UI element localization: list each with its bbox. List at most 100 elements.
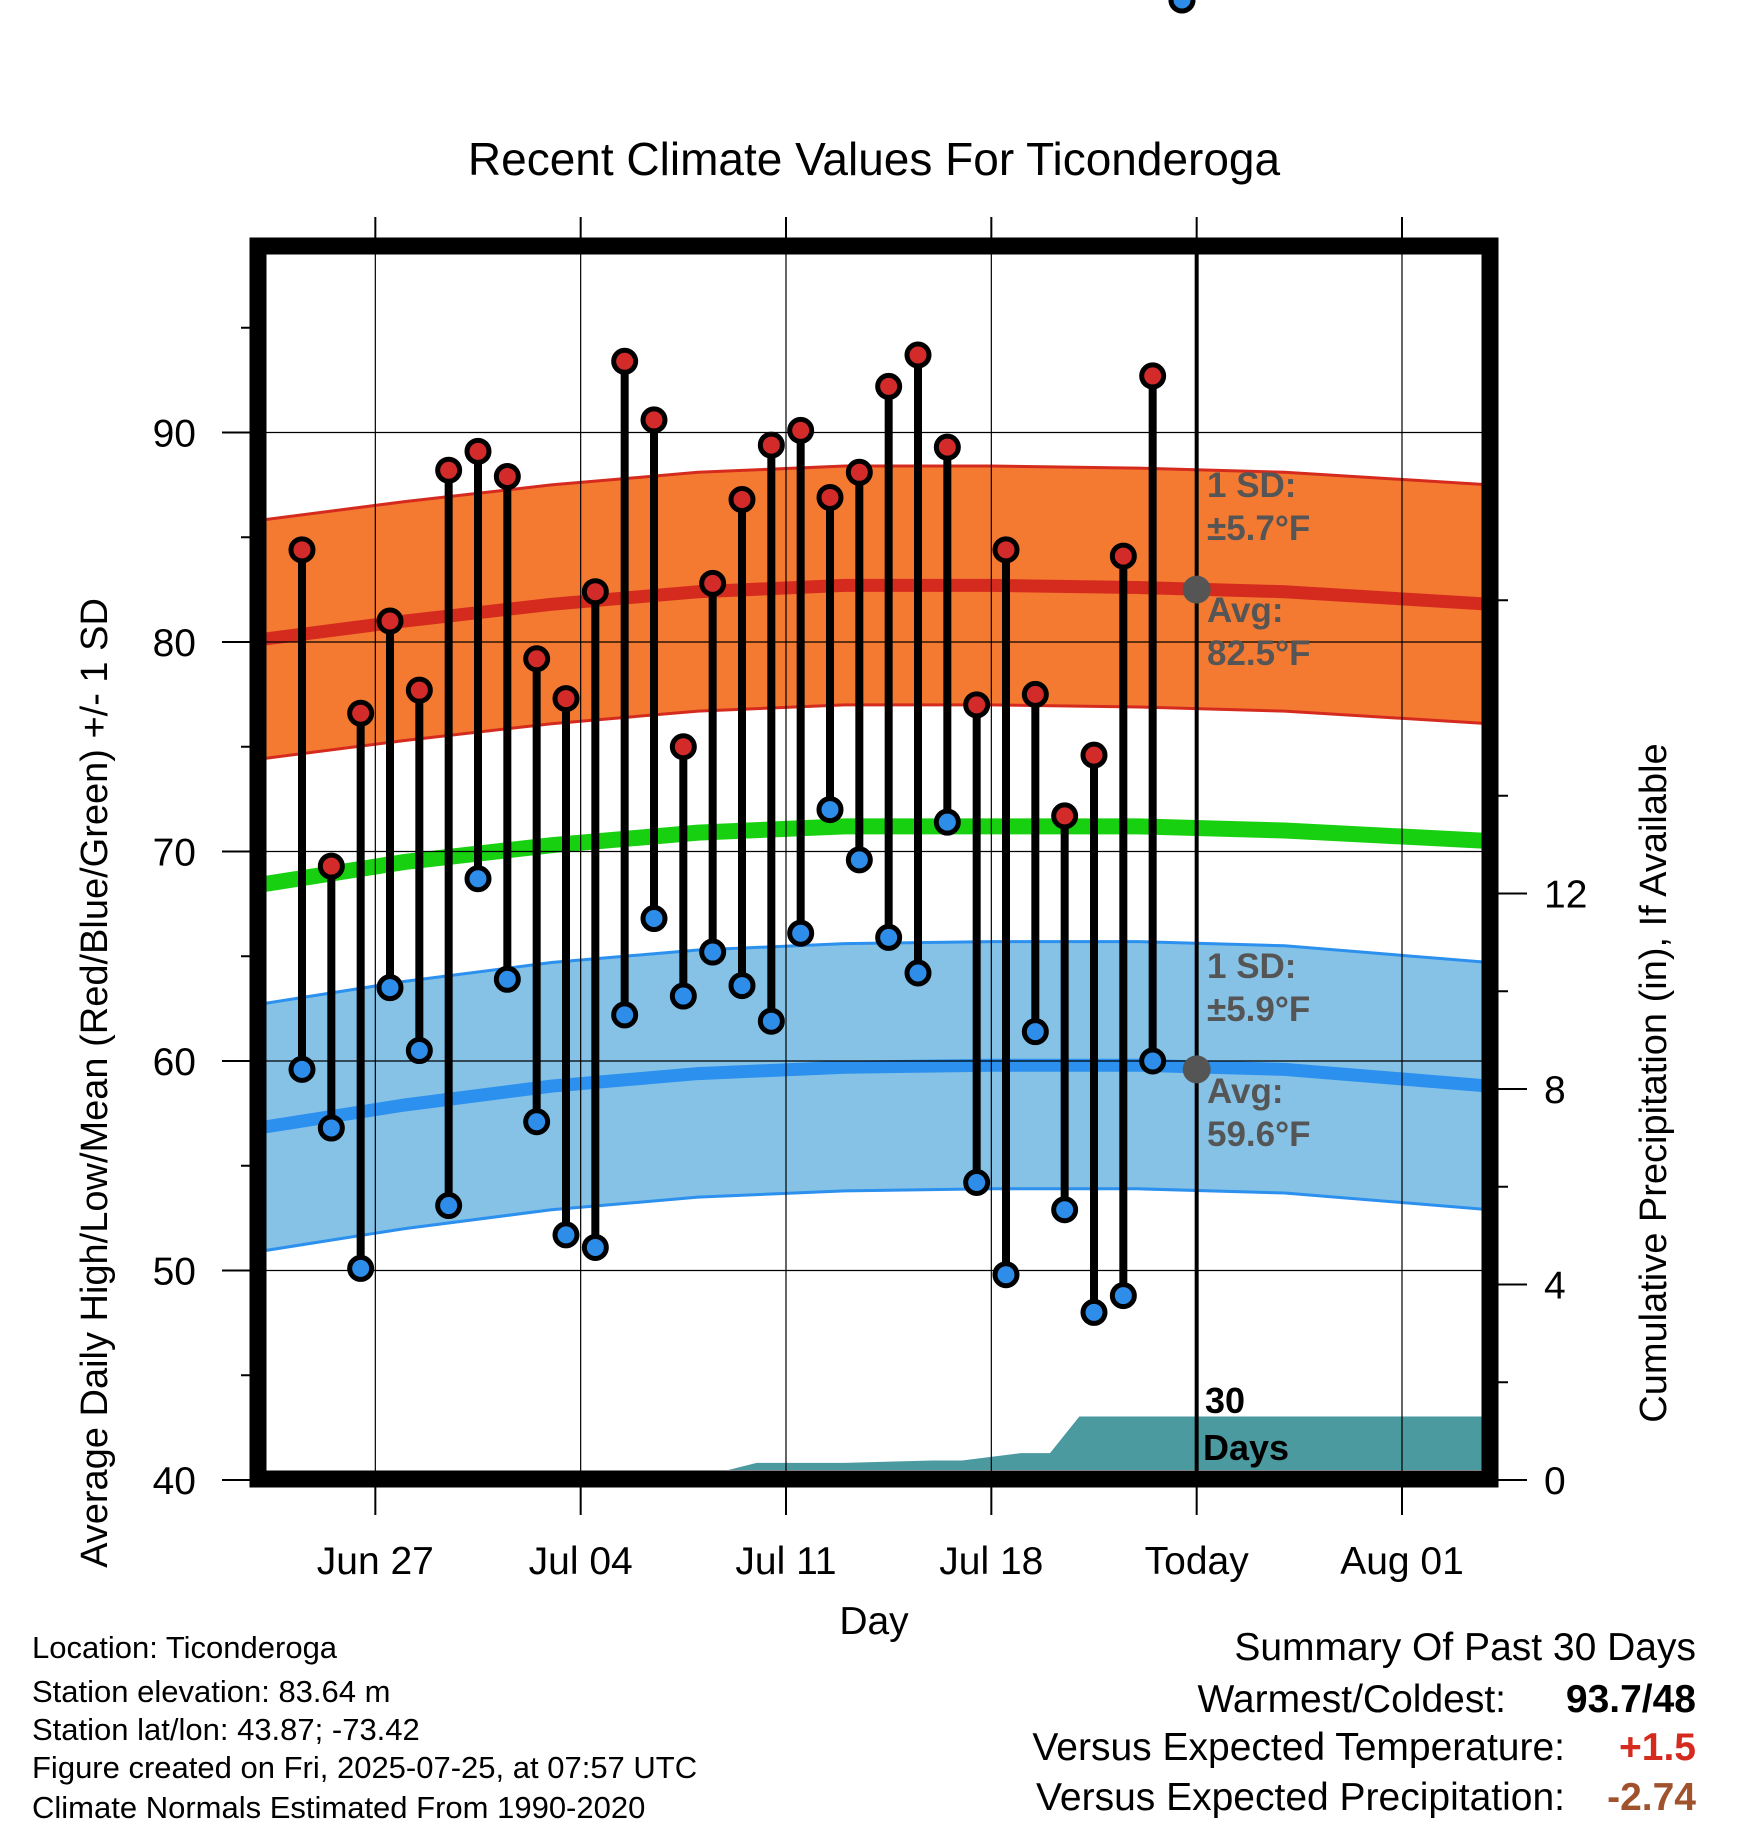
- high-point: [1051, 802, 1079, 830]
- y2-tick-label: 0: [1544, 1460, 1566, 1503]
- high-point: [1109, 542, 1137, 570]
- y2-tick-label: 4: [1544, 1265, 1566, 1308]
- x-tick-label: Jul 18: [939, 1540, 1043, 1583]
- axes: 40 50 60 70 80 90 0 4 8 12 Jun 27 Jul 04 Jul 11 Jul 1…: [153, 217, 1587, 1583]
- low-point: [640, 905, 668, 933]
- summary-warmest-value: 93.7/48: [1565, 1678, 1696, 1721]
- high-point: [1080, 741, 1108, 769]
- low-point: [933, 808, 961, 836]
- summary-temp-label: Versus Expected Temperature:: [1032, 1726, 1565, 1769]
- low-point: [1109, 1282, 1137, 1310]
- y-tick-label: 60: [153, 1041, 196, 1084]
- avg-mean-line: [265, 818, 1482, 893]
- summary-warmest-label: Warmest/Coldest:: [1197, 1678, 1506, 1721]
- low-point: [1168, 0, 1196, 14]
- low-point: [552, 1221, 580, 1249]
- x-tick-label: Jul 11: [735, 1540, 836, 1583]
- summary-title: Summary Of Past 30 Days: [1234, 1626, 1696, 1669]
- plot-area: [265, 464, 1482, 1470]
- y2-tick-label: 8: [1544, 1069, 1566, 1112]
- low-point: [1139, 1047, 1167, 1075]
- low-point: [699, 938, 727, 966]
- y-axis-label: Average Daily High/Low/Mean (Red/Blue/Gr…: [74, 598, 116, 1568]
- high-point: [992, 536, 1020, 564]
- high-sd-band: [265, 466, 1482, 759]
- low-point: [875, 923, 903, 951]
- low-point: [904, 959, 932, 987]
- y-tick-label: 70: [153, 832, 196, 875]
- low-point: [347, 1254, 375, 1282]
- low-point: [1051, 1196, 1079, 1224]
- low-sd-band-upper-edge: [265, 940, 1482, 1005]
- low-point: [405, 1037, 433, 1065]
- high-point: [347, 699, 375, 727]
- low-point: [581, 1233, 609, 1261]
- low-point: [992, 1261, 1020, 1289]
- x-tick-label: Jul 04: [529, 1540, 633, 1583]
- low-avg-annotation: Avg:: [1207, 1072, 1283, 1111]
- grid: [258, 246, 1490, 1479]
- high-point: [904, 341, 932, 369]
- low-mean-line: [265, 1058, 1482, 1134]
- low-point: [845, 846, 873, 874]
- y-tick-label: 40: [153, 1460, 196, 1503]
- low-sd-band-lower-edge: [265, 1187, 1482, 1253]
- y-tick-label: 50: [153, 1251, 196, 1294]
- low-point: [757, 1007, 785, 1035]
- high-point: [640, 406, 668, 434]
- low-point: [669, 982, 697, 1010]
- high-point: [435, 456, 463, 484]
- high-point: [523, 645, 551, 673]
- high-point: [728, 486, 756, 514]
- high-sd-band-upper-edge: [265, 464, 1482, 522]
- high-point: [933, 433, 961, 461]
- daily-series: [288, 0, 1196, 1326]
- info-latlon: Station lat/lon: 43.87; -73.42: [32, 1712, 420, 1747]
- high-point: [1139, 362, 1167, 390]
- high-point: [963, 691, 991, 719]
- high-point: [493, 462, 521, 490]
- low-point: [523, 1108, 551, 1136]
- low-point: [816, 796, 844, 824]
- high-point: [581, 578, 609, 606]
- summary-precip-label: Versus Expected Precipitation:: [1036, 1776, 1565, 1819]
- low-sd-annotation: 1 SD:: [1207, 947, 1296, 986]
- y2-tick-label: 12: [1544, 874, 1587, 917]
- plot-frame: [249, 237, 1499, 1488]
- high-sd-annotation: 1 SD:: [1207, 466, 1296, 505]
- days-annotation-label: Days: [1203, 1427, 1289, 1468]
- low-point: [1080, 1298, 1108, 1326]
- days-annotation: 30: [1205, 1380, 1245, 1421]
- high-point: [376, 607, 404, 635]
- today-low-marker: [1182, 1055, 1211, 1084]
- low-point: [317, 1114, 345, 1142]
- high-point: [699, 569, 727, 597]
- high-point: [405, 676, 433, 704]
- low-point: [1021, 1018, 1049, 1046]
- low-sd-annotation-value: ±5.9°F: [1207, 990, 1310, 1029]
- x-axis-label: Day: [839, 1600, 909, 1643]
- low-point: [611, 1001, 639, 1029]
- high-point: [757, 431, 785, 459]
- y2-axis-label: Cumulative Precipitation (in), If Availa…: [1633, 743, 1675, 1422]
- high-avg-annotation-value: 82.5°F: [1207, 634, 1311, 673]
- low-point: [288, 1055, 316, 1083]
- low-avg-annotation-value: 59.6°F: [1207, 1115, 1311, 1154]
- high-sd-annotation-value: ±5.7°F: [1207, 509, 1310, 548]
- low-point: [963, 1169, 991, 1197]
- high-point: [669, 733, 697, 761]
- info-elevation: Station elevation: 83.64 m: [32, 1674, 391, 1709]
- x-tick-label: Aug 01: [1340, 1540, 1464, 1583]
- low-point: [435, 1192, 463, 1220]
- summary-temp-value: +1.5: [1619, 1726, 1696, 1769]
- high-mean-line: [265, 578, 1482, 646]
- annotations: 1 SD: ±5.7°F Avg: 82.5°F 1 SD: ±5.9°F Avg: 59.6…: [1182, 466, 1311, 1468]
- high-point: [317, 852, 345, 880]
- high-avg-annotation: Avg:: [1207, 591, 1283, 630]
- low-point: [728, 972, 756, 1000]
- x-tick-label: Today: [1145, 1540, 1250, 1583]
- y-tick-label: 80: [153, 622, 196, 665]
- high-point: [611, 347, 639, 375]
- info-created: Figure created on Fri, 2025-07-25, at 07…: [32, 1750, 698, 1785]
